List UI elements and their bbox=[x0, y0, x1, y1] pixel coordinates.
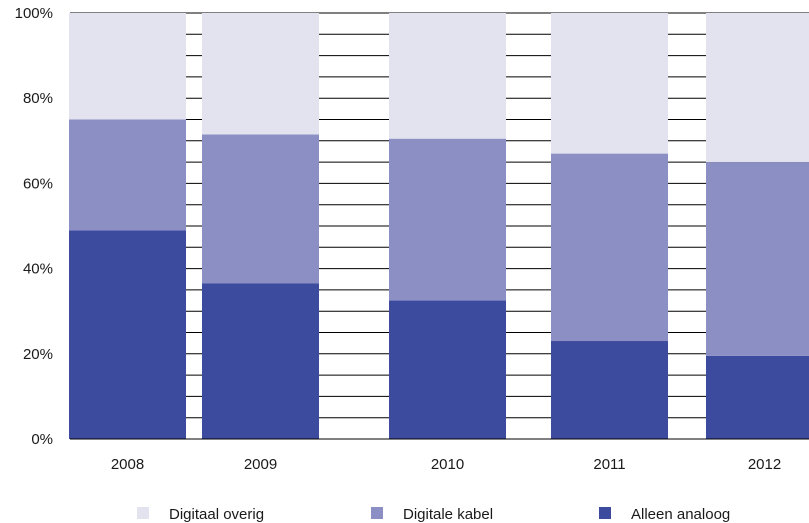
legend-label-alleen-analoog: Alleen analoog bbox=[631, 506, 730, 523]
bar-segment-digitaal-overig-2009 bbox=[202, 13, 319, 135]
legend: Digitaal overig Digitale kabel Alleen anal… bbox=[137, 506, 730, 523]
x-tick-label: 2011 bbox=[593, 456, 625, 473]
bar-segment-digitale-kabel-2011 bbox=[551, 153, 668, 342]
x-tick-label: 2008 bbox=[111, 456, 144, 473]
bar-segment-digitale-kabel-2012 bbox=[706, 162, 809, 356]
bar-segment-alleen-analoog-2009 bbox=[202, 283, 319, 439]
bar-segment-alleen-analoog-2010 bbox=[389, 300, 506, 439]
bar-segment-digitaal-overig-2011 bbox=[551, 13, 668, 154]
legend-swatch-digitale-kabel bbox=[371, 507, 383, 519]
bar-segment-digitaal-overig-2008 bbox=[69, 13, 186, 120]
bars bbox=[69, 13, 809, 439]
y-tick-label: 20% bbox=[23, 346, 53, 363]
x-tick-label: 2010 bbox=[431, 456, 464, 473]
bar-segment-digitale-kabel-2009 bbox=[202, 134, 319, 284]
bar-segment-digitaal-overig-2012 bbox=[706, 13, 809, 163]
x-tick-label: 2012 bbox=[748, 456, 781, 473]
y-tick-label: 80% bbox=[23, 90, 53, 107]
bar-segment-alleen-analoog-2012 bbox=[706, 355, 809, 439]
legend-swatch-digitaal-overig bbox=[137, 507, 149, 519]
bar-segment-digitale-kabel-2008 bbox=[69, 119, 186, 231]
legend-swatch-alleen-analoog bbox=[599, 507, 611, 519]
bar-segment-digitaal-overig-2010 bbox=[389, 13, 506, 139]
x-axis-ticks: 2008 2009 2010 2011 2012 bbox=[111, 456, 781, 473]
y-tick-label: 60% bbox=[23, 175, 53, 192]
y-tick-label: 100% bbox=[15, 5, 53, 22]
legend-label-digitaal-overig: Digitaal overig bbox=[169, 506, 264, 523]
bar-segment-alleen-analoog-2008 bbox=[69, 230, 186, 439]
bar-segment-alleen-analoog-2011 bbox=[551, 341, 668, 439]
legend-label-digitale-kabel: Digitale kabel bbox=[403, 506, 493, 523]
y-tick-label: 0% bbox=[31, 431, 53, 448]
y-tick-label: 40% bbox=[23, 261, 53, 278]
x-tick-label: 2009 bbox=[244, 456, 277, 473]
y-axis-ticks: 0% 20% 40% 60% 80% 100% bbox=[15, 5, 53, 448]
bar-segment-digitale-kabel-2010 bbox=[389, 138, 506, 301]
